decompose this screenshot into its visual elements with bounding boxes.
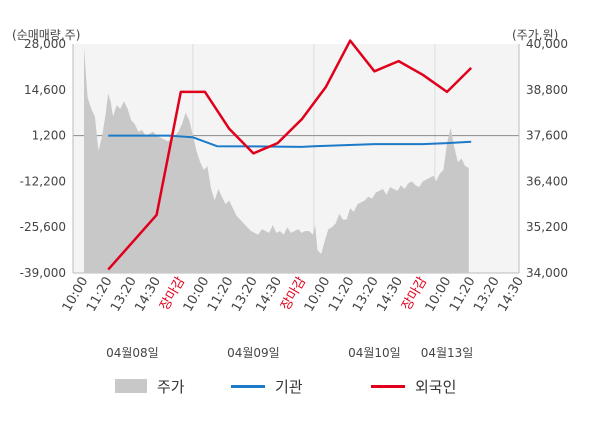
legend-item-foreign: 외국인 (371, 374, 456, 398)
y-left-tick-label: -39,000 (20, 266, 66, 280)
legend-swatch-price (115, 379, 147, 393)
legend-swatch-foreign (371, 384, 405, 388)
y-left-tick-label: -12,200 (20, 174, 66, 188)
legend-item-price: 주가 (115, 374, 185, 398)
date-label: 04월09일 (227, 346, 280, 360)
date-label: 04월10일 (348, 346, 401, 360)
y-right-ticks: 40,000 38,800 37,600 36,400 35,200 34,000 (526, 37, 568, 280)
date-label: 04월08일 (106, 346, 159, 360)
series-line-institution (108, 134, 472, 148)
y-right-tick-label: 40,000 (526, 37, 568, 51)
legend-swatch-institution (231, 384, 265, 388)
legend-label-price: 주가 (157, 377, 185, 396)
y-left-axis-label: (순매매량,주) (12, 28, 80, 42)
date-label: 04월13일 (421, 346, 474, 360)
series-price-area (84, 47, 469, 273)
legend-label-foreign: 외국인 (415, 377, 457, 396)
y-right-tick-label: 36,400 (526, 174, 568, 188)
y-right-tick-label: 34,000 (526, 266, 568, 280)
series-line-foreign (107, 39, 473, 271)
date-labels: 04월08일 04월09일 04월10일 04월13일 (106, 346, 473, 360)
y-right-axis-label: (주가,원) (512, 28, 558, 42)
series-lines (107, 39, 473, 271)
legend-item-institution: 기관 (231, 374, 303, 398)
y-left-tick-label: 14,600 (24, 83, 66, 97)
y-right-tick-label: 37,600 (526, 129, 568, 143)
legend: 주가 기관 외국인 (0, 374, 600, 398)
y-left-ticks: 28,000 14,600 1,200 -12,200 -25,600 -39,000 (20, 37, 66, 280)
y-left-tick-label: -25,600 (20, 220, 66, 234)
y-left-tick-label: 1,200 (32, 129, 66, 143)
x-ticks: 10:0011:2013:2014:30장마감10:0011:2013:2014… (60, 274, 527, 314)
y-left-tick-label: 28,000 (24, 37, 66, 51)
y-right-tick-label: 35,200 (526, 220, 568, 234)
price-area-layer (84, 47, 469, 273)
y-right-tick-label: 38,800 (526, 83, 568, 97)
legend-label-institution: 기관 (275, 377, 303, 396)
